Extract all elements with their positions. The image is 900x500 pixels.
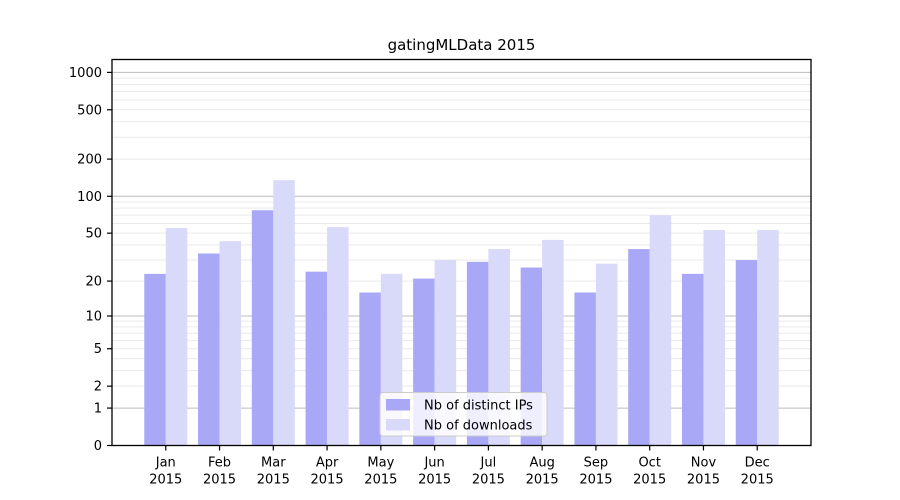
y-tick-label: 500 — [77, 103, 102, 118]
legend-swatch-distinct-ips — [386, 399, 410, 411]
x-tick-label-year: 2015 — [418, 473, 451, 488]
bar-downloads-apr — [327, 227, 349, 446]
x-tick-label-year: 2015 — [311, 473, 344, 488]
plot-border — [111, 58, 812, 447]
legend-label-distinct-ips: Nb of distinct IPs — [424, 399, 533, 414]
x-tick-label-month: Sep — [584, 456, 609, 471]
x-tick-label-year: 2015 — [364, 473, 397, 488]
x-tick-label-year: 2015 — [526, 473, 559, 488]
bar-distinct-ips-sep — [574, 292, 596, 446]
bar-distinct-ips-apr — [305, 271, 328, 446]
bar-downloads-nov — [703, 230, 725, 446]
x-tick-label-year: 2015 — [472, 473, 505, 488]
x-tick-label-year: 2015 — [149, 473, 182, 488]
x-tick-label-month: Feb — [208, 456, 231, 471]
x-tick-label-year: 2015 — [257, 473, 290, 488]
x-tick-label-month: Dec — [745, 456, 770, 471]
y-tick-label: 2 — [94, 380, 102, 395]
bar-downloads-feb — [219, 241, 242, 446]
x-tick-label-year: 2015 — [741, 473, 774, 488]
x-tick-label-year: 2015 — [203, 473, 236, 488]
bar-downloads-oct — [649, 215, 672, 446]
y-tick-label: 1000 — [69, 66, 102, 81]
x-tick-label-month: Nov — [691, 456, 717, 471]
bar-distinct-ips-nov — [681, 273, 704, 446]
x-tick-label-month: Jan — [155, 456, 176, 471]
x-tick-label-year: 2015 — [579, 473, 612, 488]
bar-downloads-dec — [757, 230, 779, 446]
bar-distinct-ips-may — [359, 292, 381, 446]
x-tick-label-month: Jul — [480, 456, 497, 471]
legend-box — [379, 392, 548, 437]
y-tick-label: 10 — [85, 310, 102, 325]
y-tick-label: 1 — [94, 402, 102, 417]
x-tick-label-month: Jun — [423, 456, 444, 471]
bar-distinct-ips-jan — [144, 273, 166, 446]
y-tick-label: 100 — [77, 190, 102, 205]
bar-distinct-ips-dec — [735, 260, 758, 446]
bar-downloads-aug — [542, 239, 564, 446]
bar-distinct-ips-feb — [198, 253, 220, 446]
bar-downloads-jan — [165, 228, 188, 446]
x-tick-label-month: Apr — [316, 456, 339, 471]
bar-downloads-mar — [273, 180, 295, 446]
x-tick-label-month: Aug — [529, 456, 554, 471]
x-tick-label-month: May — [367, 456, 394, 471]
y-tick-label: 5 — [94, 342, 102, 357]
y-tick-label: 50 — [85, 227, 102, 242]
chart-title: gatingMLData 2015 — [388, 36, 536, 54]
bar-downloads-sep — [595, 263, 618, 446]
x-tick-label-year: 2015 — [687, 473, 720, 488]
x-tick-label-month: Oct — [638, 456, 660, 471]
bar-distinct-ips-oct — [628, 249, 650, 446]
x-tick-label-year: 2015 — [633, 473, 666, 488]
x-tick-label-month: Mar — [261, 456, 286, 471]
y-tick-label: 0 — [94, 439, 102, 454]
axes: 0 1 2 5 10 20 50 100 200 500 1000 Jan 2015 Feb 2015 Mar… — [69, 58, 812, 488]
legend-label-downloads: Nb of downloads — [424, 419, 533, 434]
legend-swatch-downloads — [386, 419, 410, 431]
legend: Nb of distinct IPs Nb of downloads — [379, 392, 548, 437]
y-tick-label: 200 — [77, 153, 102, 168]
y-tick-label: 20 — [85, 275, 102, 290]
bar-distinct-ips-mar — [251, 210, 274, 446]
